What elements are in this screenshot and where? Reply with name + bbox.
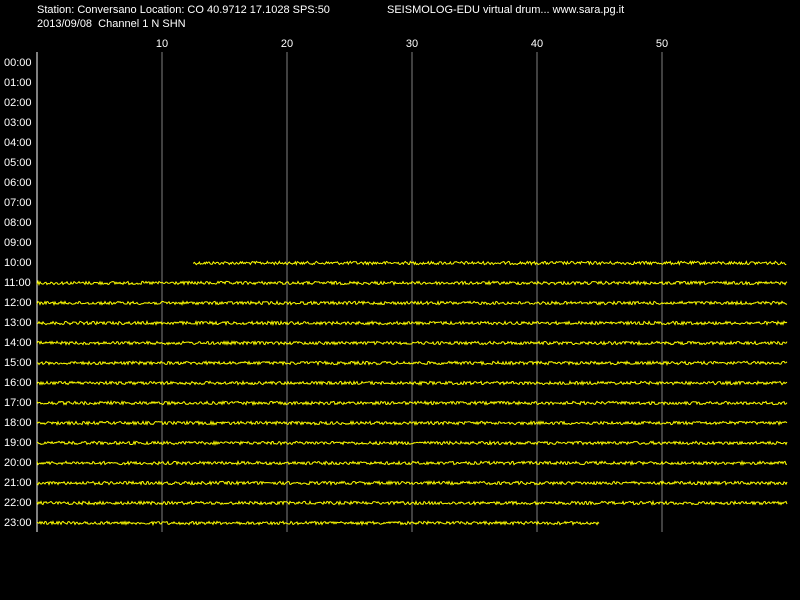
row-label: 22:00 — [4, 497, 32, 509]
row-label: 17:00 — [4, 397, 32, 409]
row-label: 20:00 — [4, 457, 32, 469]
row-label: 15:00 — [4, 357, 32, 369]
row-label: 02:00 — [4, 97, 32, 109]
x-tick-label: 10 — [156, 38, 168, 50]
chart-title: SEISMOLOG-EDU virtual drum... www.sara.p… — [387, 4, 624, 16]
x-tick-label: 50 — [656, 38, 668, 50]
row-label: 23:00 — [4, 517, 32, 529]
row-label: 06:00 — [4, 177, 32, 189]
row-label: 10:00 — [4, 257, 32, 269]
x-tick-label: 30 — [406, 38, 418, 50]
seismic-trace — [36, 399, 788, 407]
seismic-trace — [192, 260, 787, 266]
row-label: 03:00 — [4, 117, 32, 129]
seismic-trace — [36, 379, 788, 387]
x-tick-label: 20 — [281, 38, 293, 50]
row-label: 11:00 — [4, 277, 31, 289]
seismic-trace — [36, 299, 788, 307]
row-label: 04:00 — [4, 137, 32, 149]
chart-subtitle: 2013/09/08 Channel 1 N SHN — [37, 18, 186, 30]
seismic-trace — [36, 360, 788, 367]
seismic-trace — [36, 319, 788, 327]
seismic-trace — [36, 459, 788, 467]
seismic-trace — [36, 279, 788, 287]
row-label: 01:00 — [4, 77, 32, 89]
seismic-trace — [36, 439, 788, 447]
row-label: 14:00 — [4, 337, 32, 349]
seismic-trace — [36, 499, 788, 506]
row-label: 13:00 — [4, 317, 32, 329]
seismic-trace — [36, 419, 788, 427]
row-label: 12:00 — [4, 297, 32, 309]
row-label: 16:00 — [4, 377, 32, 389]
seismic-trace — [36, 340, 788, 346]
row-label: 05:00 — [4, 157, 32, 169]
station-info: Station: Conversano Location: CO 40.9712… — [37, 4, 330, 16]
x-tick-label: 40 — [531, 38, 543, 50]
row-label: 19:00 — [4, 437, 32, 449]
row-label: 08:00 — [4, 217, 32, 229]
seismic-trace — [36, 480, 788, 486]
row-label: 00:00 — [4, 57, 32, 69]
row-label: 21:00 — [4, 477, 32, 489]
row-label: 09:00 — [4, 237, 32, 249]
row-label: 18:00 — [4, 417, 32, 429]
row-label: 07:00 — [4, 197, 32, 209]
seismic-trace — [36, 520, 600, 527]
